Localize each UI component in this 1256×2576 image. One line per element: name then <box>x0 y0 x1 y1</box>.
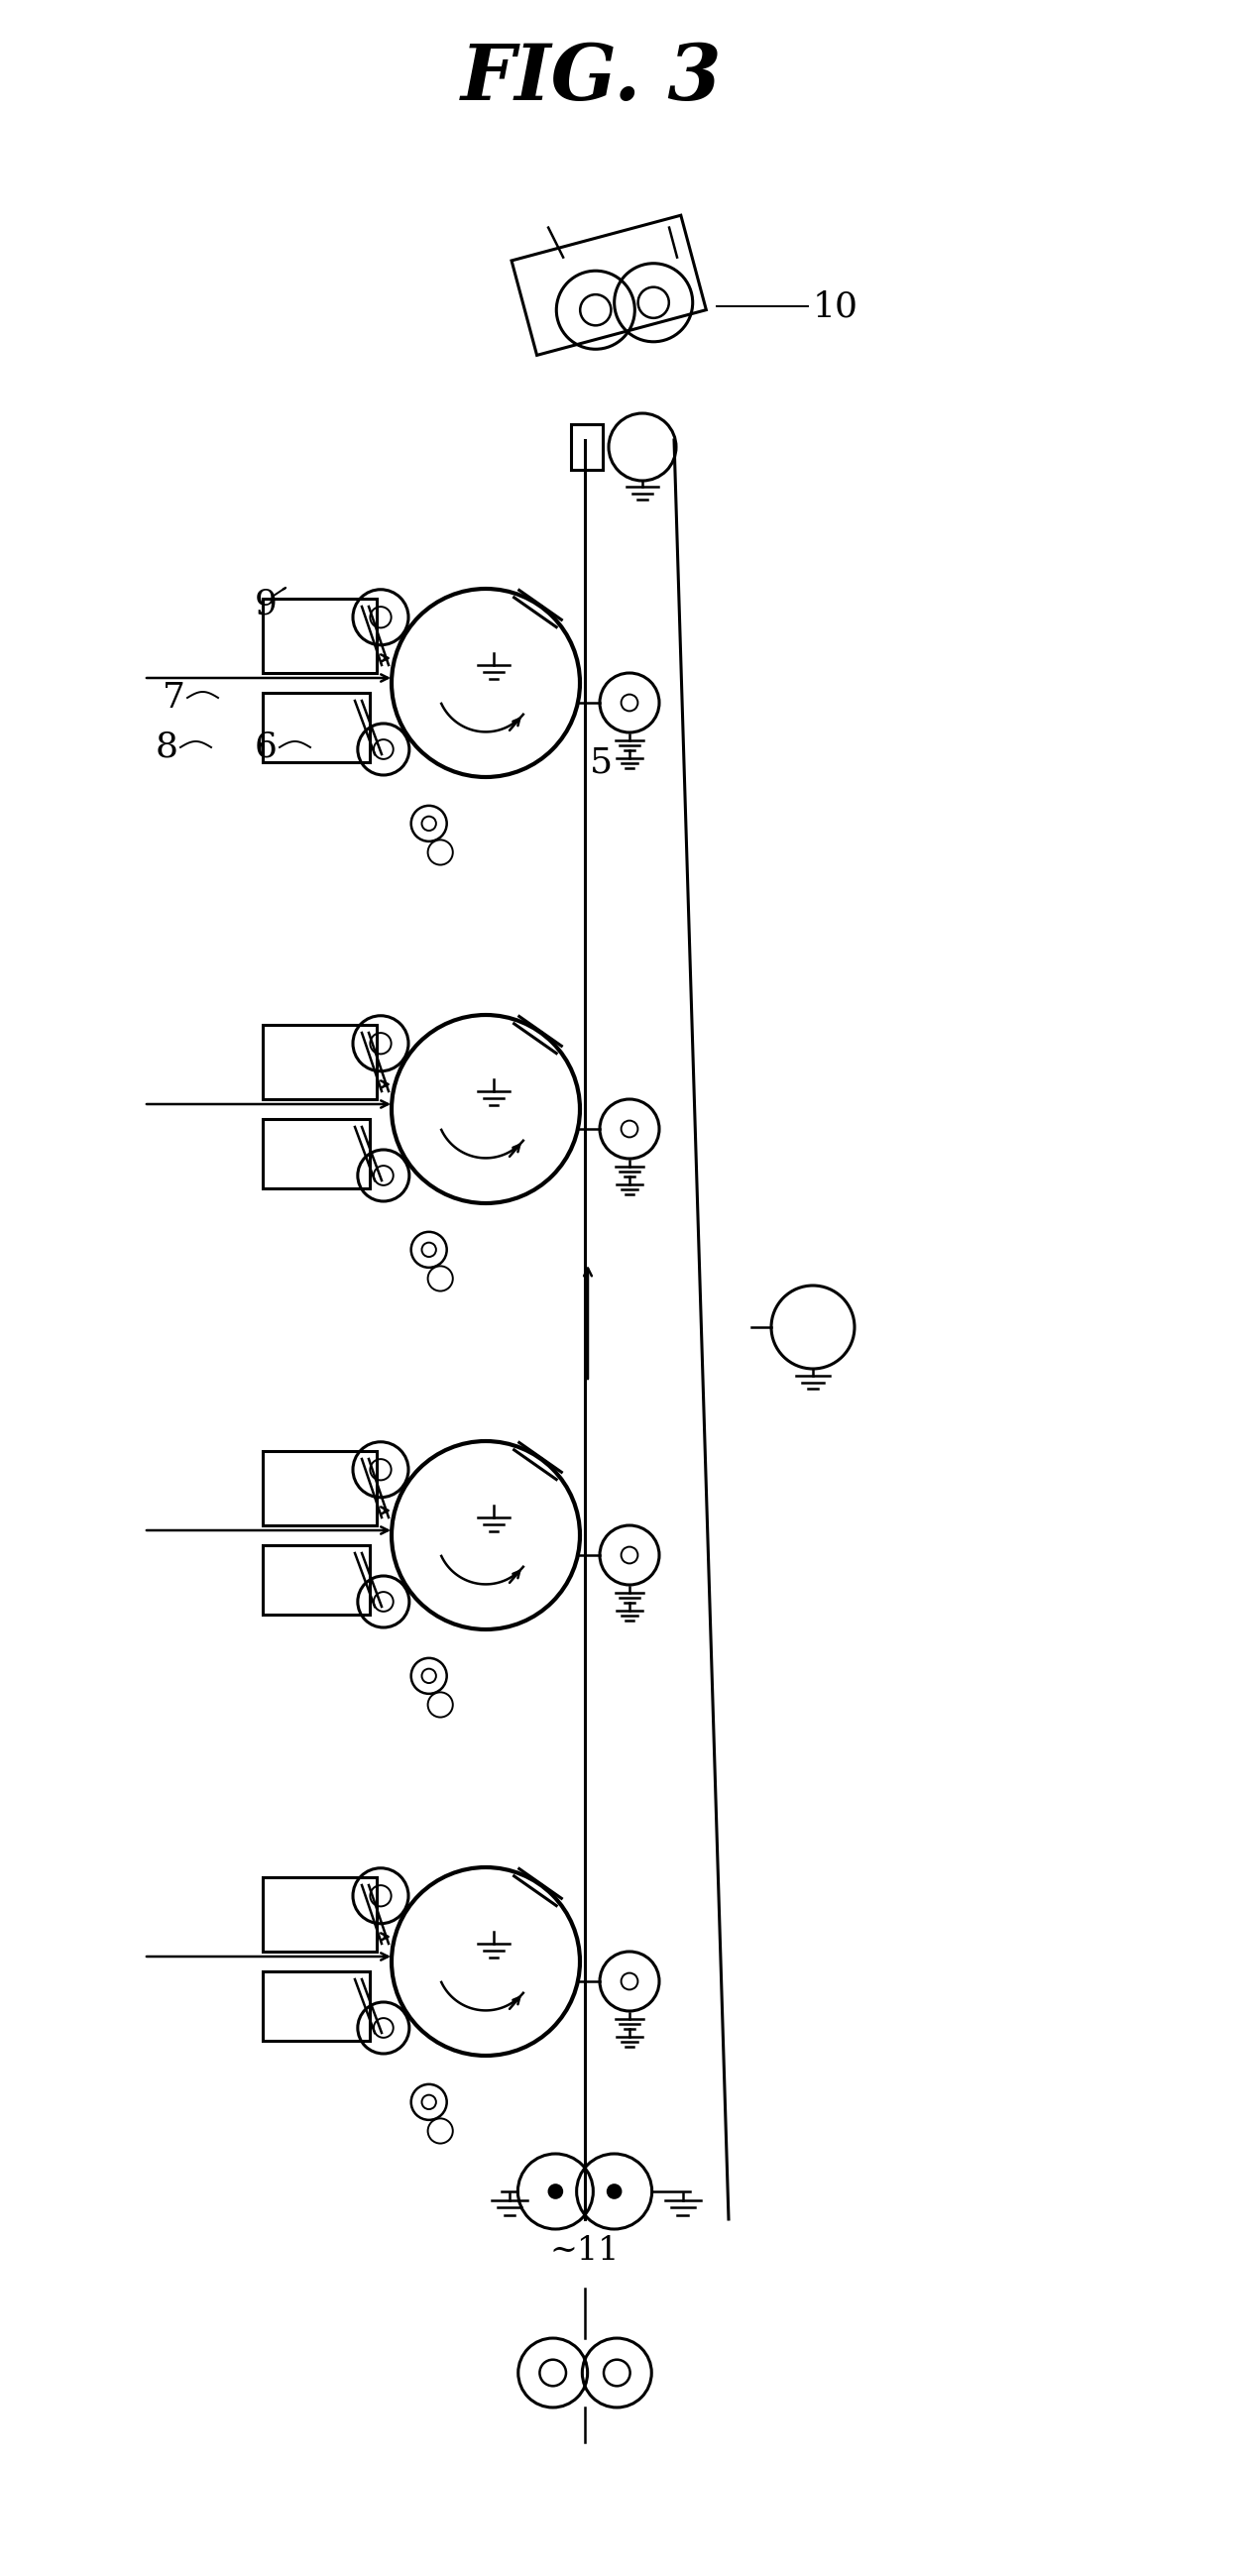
Circle shape <box>549 2184 563 2197</box>
Bar <box>263 693 369 762</box>
Text: 6: 6 <box>254 732 278 765</box>
Bar <box>263 1118 369 1188</box>
Bar <box>571 425 603 469</box>
Bar <box>263 1971 369 2040</box>
Text: ~11: ~11 <box>550 2236 619 2267</box>
Circle shape <box>608 2184 620 2197</box>
Bar <box>263 598 377 672</box>
Bar <box>511 216 706 355</box>
Text: FIG. 3: FIG. 3 <box>461 41 722 116</box>
Bar <box>263 1546 369 1615</box>
Text: 10: 10 <box>813 289 859 322</box>
Text: 7: 7 <box>162 680 185 714</box>
Text: 8: 8 <box>156 732 178 765</box>
Text: 9: 9 <box>254 587 278 621</box>
Bar <box>263 1025 377 1100</box>
Bar <box>263 1450 377 1525</box>
Text: 5: 5 <box>590 744 613 778</box>
Bar <box>263 1878 377 1953</box>
